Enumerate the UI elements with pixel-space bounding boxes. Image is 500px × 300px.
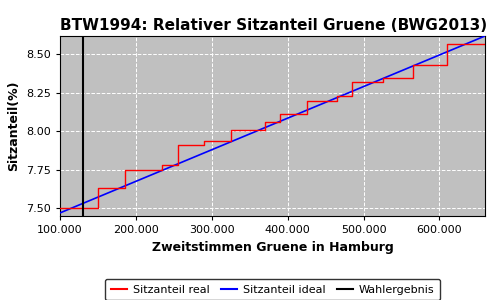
X-axis label: Zweitstimmen Gruene in Hamburg: Zweitstimmen Gruene in Hamburg — [152, 241, 394, 254]
Sitzanteil real — [422, 63, 428, 67]
Sitzanteil real — [174, 164, 180, 167]
Sitzanteil real — [57, 206, 63, 210]
Sitzanteil real — [482, 42, 488, 46]
Legend: Sitzanteil real, Sitzanteil ideal, Wahlergebnis: Sitzanteil real, Sitzanteil ideal, Wahle… — [105, 279, 440, 300]
Line: Sitzanteil real: Sitzanteil real — [60, 44, 485, 208]
Text: BTW1994: Relativer Sitzanteil Gruene (BWG2013): BTW1994: Relativer Sitzanteil Gruene (BW… — [60, 18, 487, 33]
Sitzanteil real — [144, 168, 150, 172]
Y-axis label: Sitzanteil(%): Sitzanteil(%) — [8, 81, 20, 171]
Sitzanteil real — [444, 42, 450, 46]
Sitzanteil real — [216, 139, 222, 142]
Sitzanteil real — [482, 42, 488, 46]
Sitzanteil real — [108, 187, 114, 190]
